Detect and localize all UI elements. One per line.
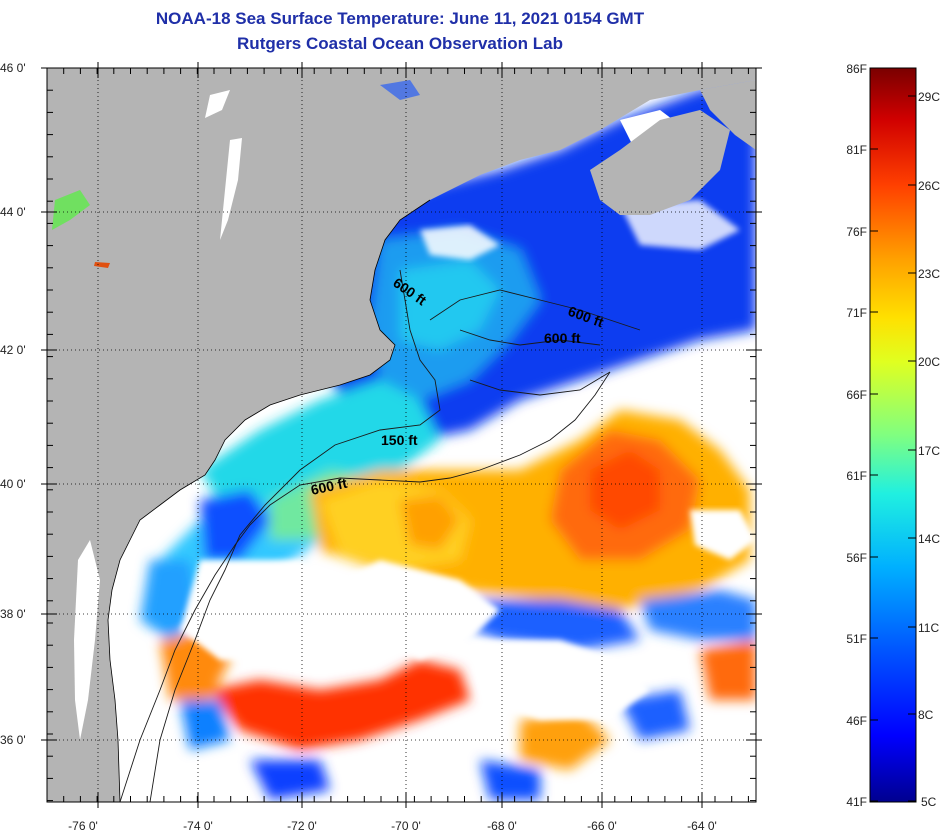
f-label-41: 41F bbox=[846, 795, 867, 809]
c-label-20: 20C bbox=[918, 355, 940, 369]
temperature-colorbar: 86F 81F 76F 71F 66F 61F 56F 51F 46F 41F … bbox=[846, 62, 940, 809]
map-subtitle: Rutgers Coastal Ocean Observation Lab bbox=[237, 34, 563, 53]
contour-150ft bbox=[149, 269, 441, 802]
lat-label-42: 42 0' bbox=[0, 343, 26, 357]
bathymetry-contours bbox=[119, 269, 641, 802]
celsius-labels: 29C 26C 23C 20C 17C 14C 11C 8C 5C bbox=[918, 90, 940, 809]
contour-label-3: 600 ft bbox=[544, 330, 581, 346]
lon-label-76: -76 0' bbox=[68, 819, 98, 832]
lat-label-38: 38 0' bbox=[0, 607, 26, 621]
sst-map-panel: 600 ft 600 ft 600 ft 150 ft 600 ft bbox=[47, 68, 756, 802]
f-label-56: 56F bbox=[846, 551, 867, 565]
latitude-labels: 46 0' 44 0' 42 0' 40 0' 38 0' 36 0' bbox=[0, 61, 26, 747]
colorbar-ticks bbox=[870, 67, 916, 802]
lat-label-46: 46 0' bbox=[0, 61, 26, 75]
c-label-29: 29C bbox=[918, 90, 940, 104]
cloud-patches bbox=[180, 110, 756, 802]
f-label-46: 46F bbox=[846, 714, 867, 728]
map-ticks bbox=[41, 62, 762, 808]
lat-label-36: 36 0' bbox=[0, 733, 26, 747]
c-label-23: 23C bbox=[918, 267, 940, 281]
c-label-17: 17C bbox=[918, 444, 940, 458]
c-label-5: 5C bbox=[921, 795, 937, 809]
contour-600ft-shelf-break bbox=[119, 371, 611, 802]
map-title: NOAA-18 Sea Surface Temperature: June 11… bbox=[155, 9, 645, 28]
lon-label-64: -64 0' bbox=[687, 819, 717, 832]
lon-label-68: -68 0' bbox=[487, 819, 517, 832]
sst-field bbox=[140, 80, 756, 800]
f-label-86: 86F bbox=[846, 62, 867, 76]
lat-label-44: 44 0' bbox=[0, 205, 26, 219]
c-label-14: 14C bbox=[918, 532, 940, 546]
lat-label-40: 40 0' bbox=[0, 477, 26, 491]
lon-label-72: -72 0' bbox=[287, 819, 317, 832]
c-label-26: 26C bbox=[918, 179, 940, 193]
contour-gulf-of-maine-2 bbox=[459, 329, 601, 346]
lon-label-70: -70 0' bbox=[391, 819, 421, 832]
contour-gulf-of-maine bbox=[429, 289, 641, 331]
c-label-11: 11C bbox=[918, 621, 939, 635]
lon-label-66: -66 0' bbox=[587, 819, 617, 832]
land-mass bbox=[47, 68, 756, 802]
f-label-71: 71F bbox=[846, 306, 867, 320]
c-label-8: 8C bbox=[918, 708, 934, 722]
lon-label-74: -74 0' bbox=[183, 819, 213, 832]
contour-label-4: 150 ft bbox=[381, 432, 418, 448]
f-label-81: 81F bbox=[846, 143, 867, 157]
fahrenheit-labels: 86F 81F 76F 71F 66F 61F 56F 51F 46F 41F bbox=[846, 62, 867, 809]
coastline bbox=[107, 199, 431, 802]
f-label-76: 76F bbox=[846, 225, 867, 239]
contour-georges bbox=[469, 371, 611, 396]
longitude-labels: -76 0' -74 0' -72 0' -70 0' -68 0' -66 0… bbox=[68, 819, 717, 832]
f-label-51: 51F bbox=[846, 632, 867, 646]
f-label-61: 61F bbox=[846, 469, 867, 483]
colorbar-gradient bbox=[869, 67, 917, 803]
contour-label-5: 600 ft bbox=[309, 475, 348, 498]
map-frame bbox=[46, 67, 757, 803]
f-label-66: 66F bbox=[846, 388, 867, 402]
